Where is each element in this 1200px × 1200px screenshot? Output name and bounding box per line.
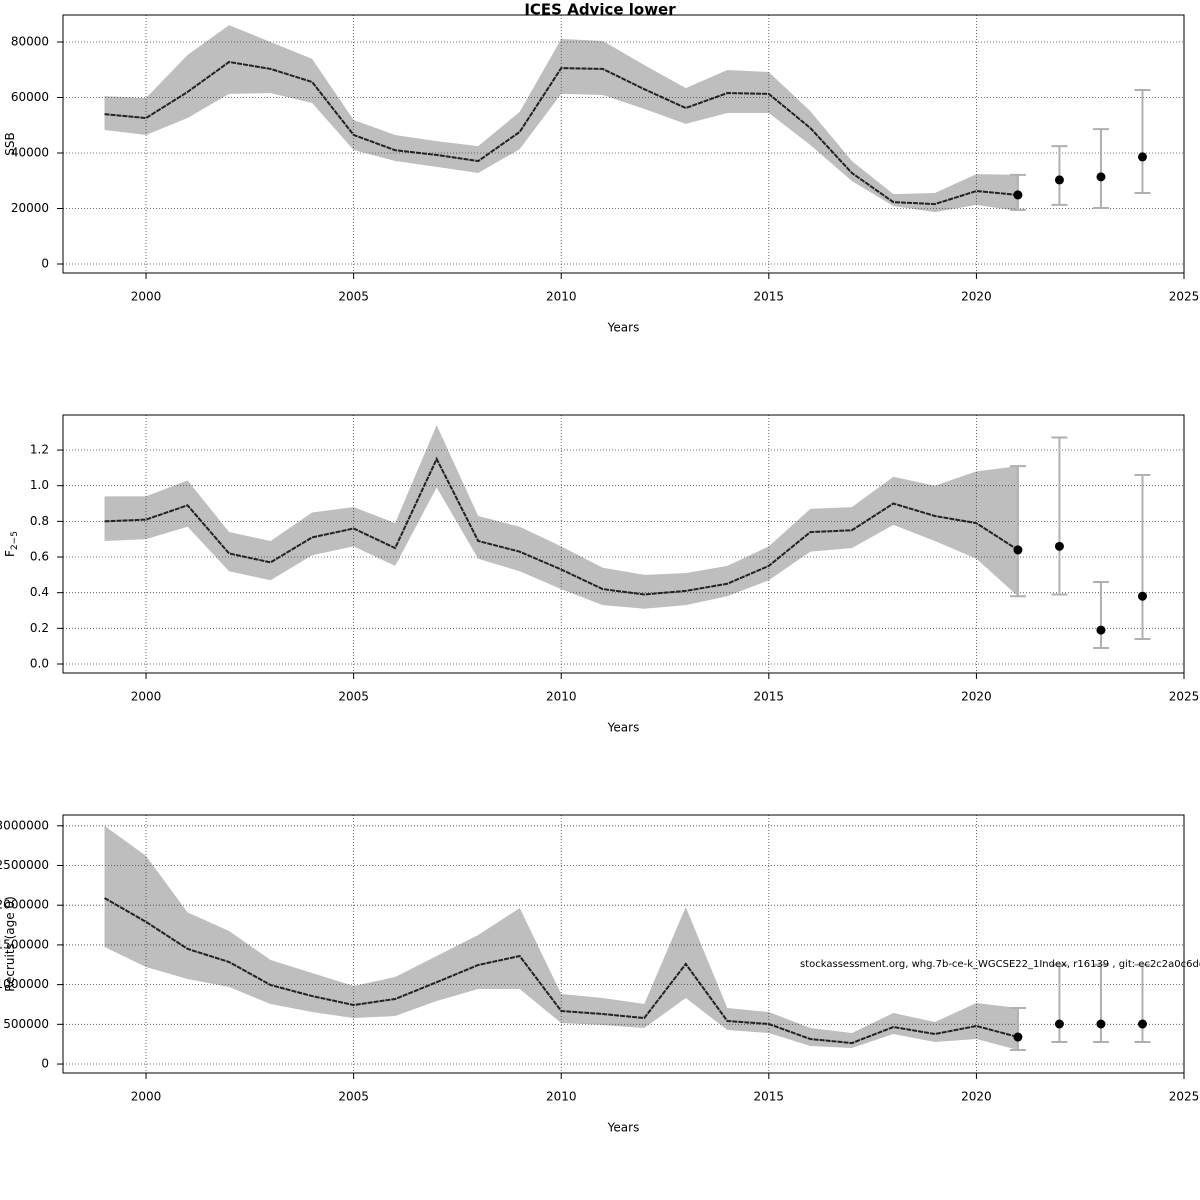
y-tick-label: 0.6 <box>30 550 49 564</box>
x-tick-label: 2020 <box>961 690 992 704</box>
point <box>1137 1019 1147 1029</box>
y-axis-label: Recruits (age 0) <box>3 896 17 992</box>
x-tick-label: 2005 <box>338 690 369 704</box>
point <box>1013 190 1023 200</box>
error-bar <box>1134 473 1151 641</box>
error-bar <box>1051 436 1068 596</box>
plot-frame <box>62 414 1185 674</box>
y-tick-label: 80000 <box>11 35 49 49</box>
x-tick-label: 2025 <box>1169 1090 1200 1104</box>
y-tick-label: 40000 <box>11 146 49 160</box>
x-tick-label: 2020 <box>961 290 992 304</box>
error-bar <box>1051 963 1068 1044</box>
y-tick-label: 0.4 <box>30 585 49 599</box>
x-tick-label: 2005 <box>338 290 369 304</box>
point <box>1054 541 1064 551</box>
y-axis-label: SSB <box>3 132 17 155</box>
x-tick-label: 2010 <box>546 1090 577 1104</box>
y-axis-label: F2−5 <box>3 531 20 557</box>
y-axis-label-main: F <box>3 550 17 557</box>
y-tick-label: 0 <box>41 1057 49 1071</box>
y-tick-label: 0 <box>41 257 49 271</box>
x-tick-label: 2000 <box>131 290 162 304</box>
y-axis-label-main: SSB <box>3 132 17 155</box>
x-tick-label: 2000 <box>131 690 162 704</box>
y-tick-label: 1000000 <box>0 977 49 991</box>
estimate-line <box>104 456 1019 596</box>
error-bar <box>1092 128 1109 209</box>
annotation: stockassessment.org, whg.7b-ce-k_WGCSE22… <box>800 959 1200 970</box>
point <box>1096 625 1106 635</box>
error-bar <box>1092 580 1109 649</box>
y-tick-label: 2000000 <box>0 898 49 912</box>
y-tick-label: 3000000 <box>0 818 49 832</box>
y-tick-label: 2500000 <box>0 858 49 872</box>
y-tick-label: 0.8 <box>30 514 49 528</box>
confidence-band <box>104 425 1018 609</box>
point <box>1096 172 1106 182</box>
y-tick-label: 20000 <box>11 201 49 215</box>
confidence-band <box>104 25 1018 213</box>
x-axis-label: Years <box>607 1121 640 1135</box>
x-axis-label: Years <box>607 721 640 735</box>
x-tick-label: 2005 <box>338 1090 369 1104</box>
error-bar <box>1009 1007 1026 1052</box>
x-tick-label: 2010 <box>546 690 577 704</box>
plot-frame <box>62 14 1185 274</box>
error-bar <box>1134 89 1151 194</box>
y-tick-label: 0.2 <box>30 621 49 635</box>
confidence-band <box>104 825 1018 1051</box>
y-tick-label: 1.0 <box>30 478 49 492</box>
point <box>1013 1032 1023 1042</box>
x-tick-label: 2000 <box>131 1090 162 1104</box>
y-tick-label: 1500000 <box>0 937 49 951</box>
point <box>1137 152 1147 162</box>
x-axis-label: Years <box>607 321 640 335</box>
point <box>1054 1019 1064 1029</box>
y-axis-label-main: Recruits (age 0) <box>3 896 17 992</box>
x-tick-label: 2015 <box>754 690 785 704</box>
x-tick-label: 2010 <box>546 290 577 304</box>
error-bar <box>1092 963 1109 1044</box>
point <box>1137 591 1147 601</box>
error-bar <box>1134 963 1151 1044</box>
point <box>1013 545 1023 555</box>
estimate-line <box>104 60 1019 206</box>
x-tick-label: 2015 <box>754 1090 785 1104</box>
error-bar <box>1009 465 1026 598</box>
point <box>1054 175 1064 185</box>
point <box>1096 1019 1106 1029</box>
chart-title: ICES Advice lower <box>524 1 676 19</box>
y-tick-label: 500000 <box>3 1017 49 1031</box>
y-tick-label: 1.2 <box>30 443 49 457</box>
x-tick-label: 2020 <box>961 1090 992 1104</box>
y-axis-label-sub: 2−5 <box>10 531 20 550</box>
y-tick-label: 60000 <box>11 90 49 104</box>
x-tick-label: 2025 <box>1169 290 1200 304</box>
x-tick-label: 2015 <box>754 290 785 304</box>
estimate-line <box>104 897 1019 1045</box>
x-tick-label: 2025 <box>1169 690 1200 704</box>
y-tick-label: 0.0 <box>30 656 49 670</box>
plot-frame <box>62 814 1185 1074</box>
